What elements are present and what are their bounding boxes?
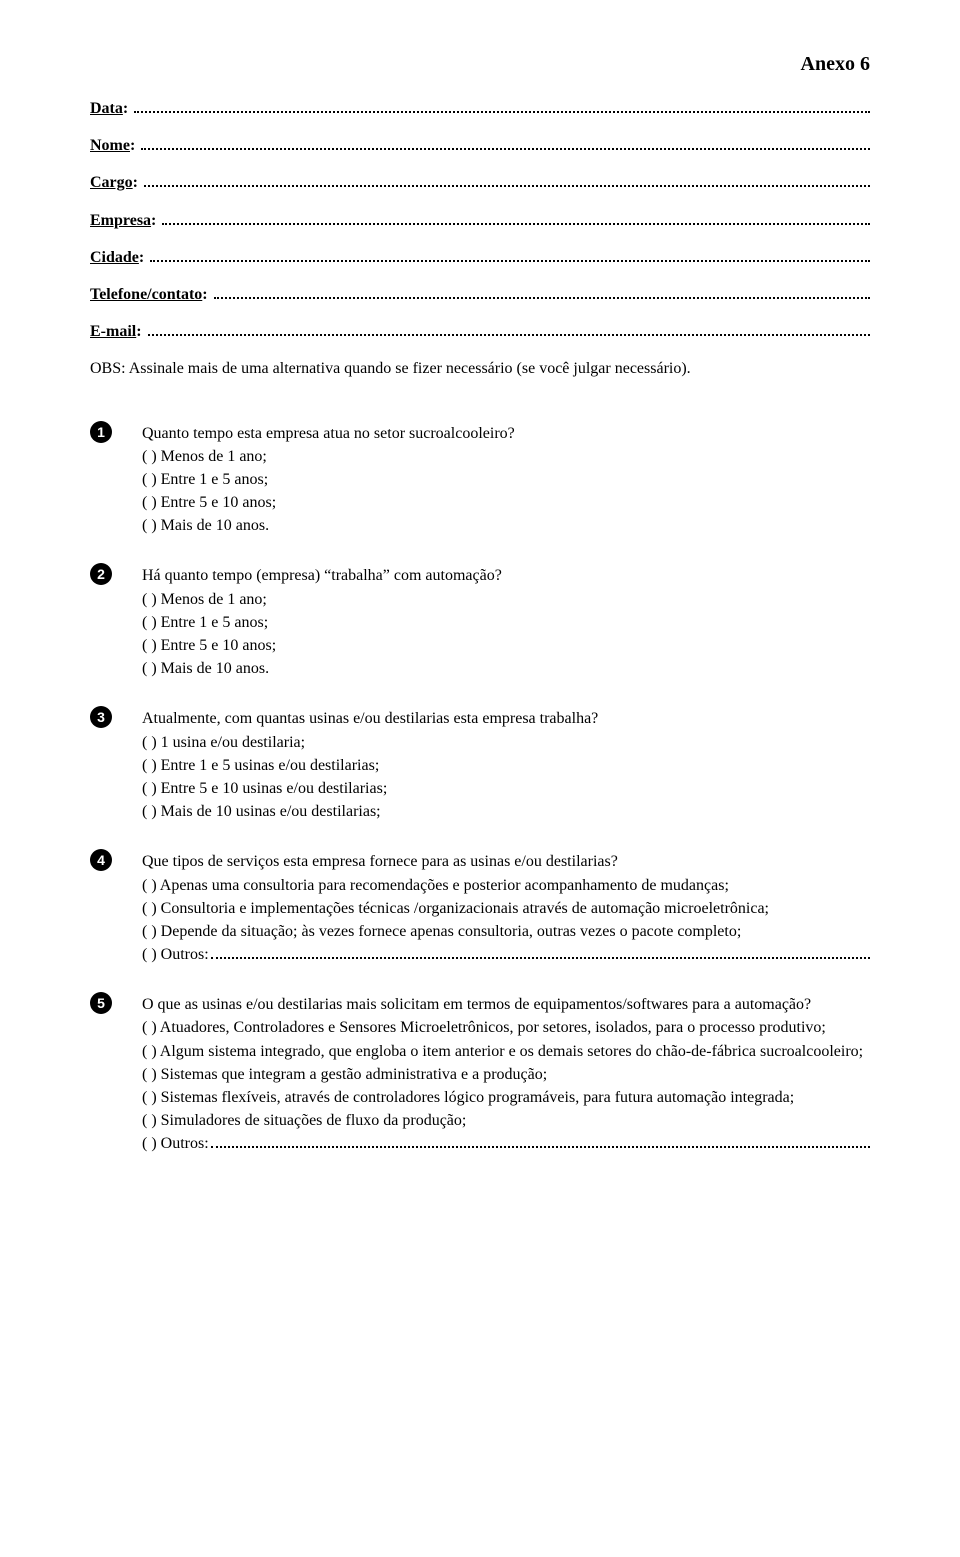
question-3: 3 Atualmente, com quantas usinas e/ou des…: [90, 706, 870, 823]
dotted-rule[interactable]: [148, 322, 870, 336]
q3-prompt: Atualmente, com quantas usinas e/ou dest…: [142, 710, 598, 727]
q5-opt-d[interactable]: ( ) Sistemas flexíveis, através de contr…: [90, 1086, 870, 1109]
q5-opt-f-lead: ( ) Outros:: [142, 1132, 209, 1155]
q3-opt[interactable]: ( ) Entre 1 e 5 usinas e/ou destilarias;: [142, 754, 870, 777]
field-row: Cargo:: [90, 171, 870, 194]
field-colon: :: [151, 209, 156, 232]
q4-opt-d-lead: ( ) Outros:: [142, 943, 209, 966]
field-colon: :: [133, 171, 138, 194]
q1-options: ( ) Menos de 1 ano; ( ) Entre 1 e 5 anos…: [142, 445, 870, 538]
fields-block: Data:Nome:Cargo:Empresa:Cidade:Telefone/…: [90, 97, 870, 343]
dotted-rule[interactable]: [144, 173, 870, 187]
q5-opt-c[interactable]: ( ) Sistemas que integram a gestão admin…: [90, 1063, 870, 1086]
field-label: Telefone/contato: [90, 283, 202, 306]
q5-opt-a[interactable]: ( ) Atuadores, Controladores e Sensores …: [90, 1016, 870, 1039]
q4-prompt: Que tipos de serviços esta empresa forne…: [142, 853, 618, 870]
field-colon: :: [139, 246, 144, 269]
field-label: Cidade: [90, 246, 139, 269]
q2-opt[interactable]: ( ) Entre 1 e 5 anos;: [142, 611, 870, 634]
field-row: Cidade:: [90, 246, 870, 269]
q3-options: ( ) 1 usina e/ou destilaria; ( ) Entre 1…: [142, 731, 870, 824]
q5-prompt: O que as usinas e/ou destilarias mais so…: [142, 996, 811, 1013]
annex-label: Anexo 6: [90, 50, 870, 79]
field-label: Cargo: [90, 171, 133, 194]
dotted-rule: [211, 945, 870, 959]
field-colon: :: [136, 320, 141, 343]
dotted-rule[interactable]: [214, 285, 870, 299]
question-1: 1 Quanto tempo esta empresa atua no setor…: [90, 421, 870, 538]
q4-opt-d[interactable]: ( ) Outros:: [90, 943, 870, 966]
q1-opt[interactable]: ( ) Entre 1 e 5 anos;: [142, 468, 870, 491]
bullet-1: 1: [90, 421, 112, 443]
dotted-rule[interactable]: [141, 136, 870, 150]
field-row: Telefone/contato:: [90, 283, 870, 306]
field-row: Nome:: [90, 134, 870, 157]
field-colon: :: [123, 97, 128, 120]
field-row: Empresa:: [90, 209, 870, 232]
q3-opt[interactable]: ( ) 1 usina e/ou destilaria;: [142, 731, 870, 754]
q3-opt[interactable]: ( ) Entre 5 e 10 usinas e/ou destilarias…: [142, 777, 870, 800]
q1-opt[interactable]: ( ) Entre 5 e 10 anos;: [142, 491, 870, 514]
q3-opt[interactable]: ( ) Mais de 10 usinas e/ou destilarias;: [142, 800, 870, 823]
q1-opt[interactable]: ( ) Mais de 10 anos.: [142, 514, 870, 537]
bullet-5: 5: [90, 992, 112, 1014]
q5-opt-f[interactable]: ( ) Outros:: [90, 1132, 870, 1155]
q2-opt[interactable]: ( ) Menos de 1 ano;: [142, 588, 870, 611]
q5-opt-b[interactable]: ( ) Algum sistema integrado, que engloba…: [90, 1040, 870, 1063]
q1-prompt: Quanto tempo esta empresa atua no setor …: [142, 425, 515, 442]
q2-opt[interactable]: ( ) Mais de 10 anos.: [142, 657, 870, 680]
q4-opt-a[interactable]: ( ) Apenas uma consultoria para recomend…: [90, 874, 870, 897]
question-4: 4 Que tipos de serviços esta empresa forn…: [90, 849, 870, 966]
field-label: Nome: [90, 134, 130, 157]
field-label: E-mail: [90, 320, 136, 343]
dotted-rule[interactable]: [150, 247, 870, 261]
q5-opt-e[interactable]: ( ) Simuladores de situações de fluxo da…: [90, 1109, 870, 1132]
dotted-rule[interactable]: [162, 210, 870, 224]
question-5: 5 O que as usinas e/ou destilarias mais s…: [90, 992, 870, 1155]
q4-opt-c[interactable]: ( ) Depende da situação; às vezes fornec…: [90, 920, 870, 943]
q1-opt[interactable]: ( ) Menos de 1 ano;: [142, 445, 870, 468]
q4-opt-b[interactable]: ( ) Consultoria e implementações técnica…: [90, 897, 870, 920]
q2-options: ( ) Menos de 1 ano; ( ) Entre 1 e 5 anos…: [142, 588, 870, 681]
field-row: E-mail:: [90, 320, 870, 343]
bullet-4: 4: [90, 849, 112, 871]
instructions-note: OBS: Assinale mais de uma alternativa qu…: [90, 357, 870, 380]
bullet-2: 2: [90, 563, 112, 585]
field-label: Empresa: [90, 209, 151, 232]
dotted-rule: [211, 1134, 870, 1148]
dotted-rule[interactable]: [134, 99, 870, 113]
field-row: Data:: [90, 97, 870, 120]
q2-opt[interactable]: ( ) Entre 5 e 10 anos;: [142, 634, 870, 657]
q2-prompt: Há quanto tempo (empresa) “trabalha” com…: [142, 567, 502, 584]
field-label: Data: [90, 97, 123, 120]
question-2: 2 Há quanto tempo (empresa) “trabalha” co…: [90, 563, 870, 680]
field-colon: :: [130, 134, 135, 157]
field-colon: :: [202, 283, 207, 306]
bullet-3: 3: [90, 706, 112, 728]
